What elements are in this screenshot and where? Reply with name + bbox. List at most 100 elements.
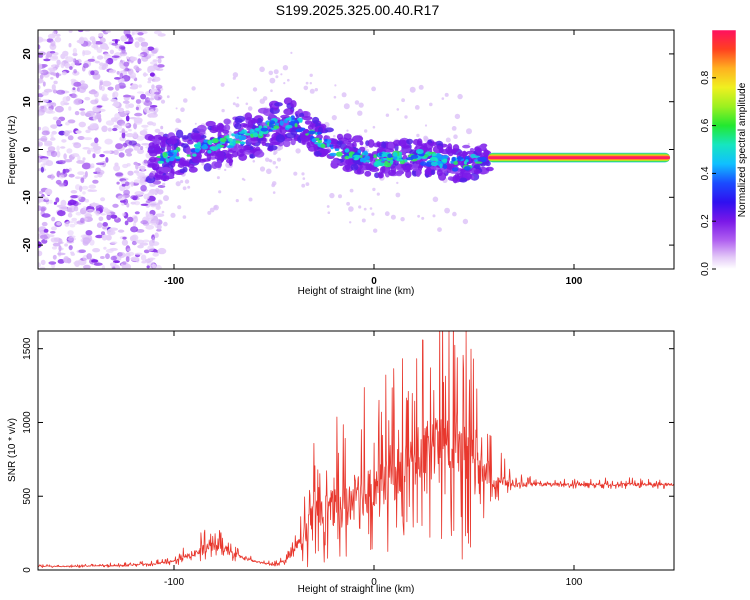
spectrogram-noise-blob [38, 78, 44, 84]
spectrogram-noise-blob [71, 217, 78, 222]
spectrogram-faint-point [207, 210, 212, 215]
spectrogram-noise-blob [110, 98, 118, 102]
spectrogram-faint-point [349, 221, 352, 224]
spectrogram-noise-blob [91, 259, 99, 263]
spectrogram-noise-blob [133, 120, 143, 125]
spectrogram-ridge-core [210, 146, 218, 152]
colorbar-tick-label: 0.8 [700, 70, 711, 84]
colorbar-tick-label: 0.6 [700, 118, 711, 132]
spectrogram-ridge-blob [188, 166, 198, 173]
spectrogram-noise-blob [80, 111, 86, 116]
spectrogram-ridge-blob [452, 144, 460, 153]
spectrogram-faint-point [243, 178, 246, 181]
spectrogram-faint-point [268, 70, 274, 76]
spectrogram-faint-point [364, 129, 368, 133]
spectrogram-faint-point [429, 102, 433, 107]
spectrogram-faint-point [457, 93, 463, 100]
spectrogram-noise-blob [38, 111, 41, 117]
spectrogram-faint-point [329, 192, 335, 199]
spectrogram-noise-blob [43, 58, 51, 62]
spectrogram-noise-blob [140, 203, 149, 206]
spectrogram-noise-blob [46, 234, 55, 238]
spectrogram-noise-blob [56, 59, 61, 66]
spectrogram-noise-blob [51, 246, 58, 250]
spectrogram-faint-point [271, 181, 277, 186]
spectrogram-noise-blob [149, 72, 155, 77]
spectrogram-ridge-blob [254, 150, 265, 158]
spectrogram-noise-blob [43, 228, 49, 233]
spectrogram-ridge-core [480, 156, 487, 163]
spectrogram-noise-blob [86, 253, 92, 260]
snr-series-line [38, 331, 674, 569]
spectrogram-noise-blob [49, 56, 59, 61]
spectrogram-noise-blob [109, 49, 115, 55]
spectrogram-noise-blob [130, 56, 138, 62]
spectrogram-ridge-core [167, 152, 174, 157]
spectrogram-noise-blob [143, 249, 150, 254]
spectrogram-noise-blob [50, 133, 54, 139]
spectrogram-noise-blob [106, 57, 114, 65]
spectrogram-noise-blob [56, 89, 66, 95]
spectrogram-ridge-core [425, 161, 433, 167]
spectrogram-noise-blob [160, 250, 164, 254]
spectrogram-noise-blob [38, 70, 44, 74]
spectrogram-band-layer [488, 156, 670, 159]
spectrogram-noise-blob [100, 197, 106, 202]
spectrogram-noise-blob [62, 96, 69, 103]
spectrogram-ridge-core [192, 153, 197, 157]
spectrogram-faint-point [272, 191, 276, 194]
spectrogram-noise-blob [152, 59, 158, 62]
spectrogram-faint-point [371, 212, 375, 216]
spectrogram-faint-point [432, 196, 439, 203]
spectrogram-noise-blob [50, 137, 56, 141]
spectrogram-ridge-blob [350, 163, 359, 171]
spectrogram-ridge-core [387, 153, 393, 158]
spectrogram-faint-point [175, 181, 181, 187]
spectrogram-noise-blob [96, 55, 104, 60]
spectrogram-faint-point [275, 166, 279, 169]
spectrogram-noise-blob [101, 95, 108, 102]
spectrogram-noise-blob [104, 138, 113, 145]
colorbar-ticks: 0.0 0.2 0.4 0.6 0.8 [700, 70, 716, 276]
spectrogram-faint-point [418, 84, 424, 90]
spectrogram-faint-point [301, 183, 306, 188]
spectrogram-noise-blob [83, 264, 91, 269]
spectrogram-faint-point [373, 228, 378, 233]
spectrogram-noise-blob [68, 30, 73, 33]
spectrogram-faint-point [163, 195, 169, 202]
spectrogram-ridge-core [220, 137, 227, 143]
spectrogram-noise-blob [87, 189, 93, 192]
spectrogram-noise-blob [107, 127, 112, 132]
spectrogram-faint-point [423, 135, 428, 141]
spectrogram-noise-blob [92, 248, 101, 253]
snr-plot-area [38, 331, 674, 570]
spectrogram-noise-blob [127, 129, 132, 132]
spectrogram-faint-point [166, 95, 170, 99]
spectrogram-noise-blob [51, 226, 57, 231]
spectrogram-ridge-blob [250, 118, 259, 124]
spectrogram-noise-blob [73, 206, 79, 212]
spectrogram-ridge-blob [312, 116, 320, 124]
spectrogram-noise-blob [131, 240, 137, 246]
spectrogram-noise-blob [46, 151, 52, 157]
spectrogram-faint-point [467, 142, 470, 146]
spectrogram-ridge-core [219, 145, 225, 148]
spectrogram-noise-blob [124, 181, 130, 187]
spectrogram-noise-blob [102, 226, 108, 230]
spectrogram-ridge-blob [175, 129, 184, 138]
spectrogram-noise-blob [133, 65, 139, 70]
spectrogram-noise-blob [77, 136, 85, 140]
spectrogram-noise-blob [103, 246, 107, 250]
spectrogram-faint-point [153, 111, 157, 115]
spectrogram-noise-blob [68, 106, 72, 111]
spectrogram-noise-blob [58, 174, 65, 179]
spectrogram-noise-blob [86, 209, 95, 212]
snr-y-label: SNR (10 * v/v) [7, 418, 18, 482]
spectrogram-faint-point [348, 206, 354, 212]
spectrogram-faint-point [248, 197, 253, 202]
spectrogram-ridge-core [307, 130, 316, 135]
spectrogram-noise-blob [151, 84, 155, 90]
spectrogram-noise-blob [92, 153, 96, 159]
